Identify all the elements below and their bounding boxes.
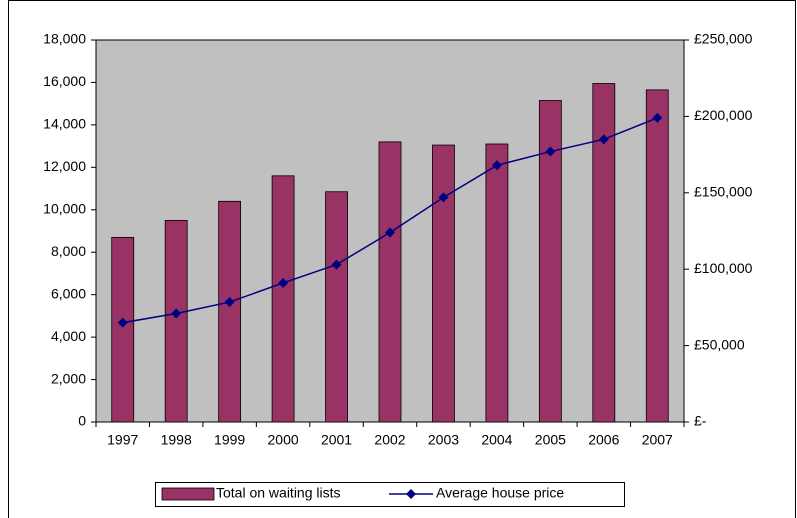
bar (325, 191, 348, 423)
bar (218, 200, 242, 423)
y-tick-label: 12,000 (43, 158, 86, 174)
bar (164, 219, 188, 423)
y-tick-label: 18,000 (43, 31, 86, 47)
marker (278, 277, 289, 288)
x-tick-label: 2005 (535, 432, 566, 448)
marker (545, 146, 556, 157)
x-tick-label: 1998 (161, 432, 192, 448)
legend-marker (406, 489, 416, 499)
legend-label: Total on waiting lists (216, 485, 341, 501)
y-tick-label: 2,000 (51, 370, 86, 386)
y2-tick-label: £150,000 (694, 184, 753, 200)
legend-label: Average house price (436, 485, 564, 501)
y-tick-label: 6,000 (51, 285, 86, 301)
y-tick-label: 14,000 (43, 116, 86, 132)
marker (598, 134, 609, 145)
marker (652, 112, 663, 123)
marker (438, 192, 449, 203)
marker (117, 317, 128, 328)
x-tick-label: 2002 (374, 432, 405, 448)
y-tick-label: 16,000 (43, 73, 86, 89)
y2-tick-label: £250,000 (694, 31, 753, 47)
y-tick-label: 8,000 (51, 243, 86, 259)
x-tick-label: 1997 (107, 432, 138, 448)
y2-tick-label: £- (694, 413, 707, 429)
marker (331, 259, 342, 270)
bar (592, 83, 616, 423)
x-tick-label: 2000 (268, 432, 299, 448)
marker (171, 308, 182, 319)
y2-tick-label: £100,000 (694, 260, 753, 276)
y-tick-label: 10,000 (43, 200, 86, 216)
bar (432, 144, 455, 423)
x-tick-label: 2004 (481, 432, 512, 448)
bar (378, 141, 402, 423)
bar (485, 143, 509, 423)
bar (111, 236, 135, 423)
y2-tick-label: £50,000 (694, 336, 745, 352)
x-tick-label: 2006 (588, 432, 619, 448)
y-tick-label: 0 (78, 413, 86, 429)
y-tick-label: 4,000 (51, 328, 86, 344)
x-tick-label: 1999 (214, 432, 245, 448)
bar (271, 175, 295, 423)
marker (491, 160, 502, 171)
y2-tick-label: £200,000 (694, 107, 753, 123)
marker (385, 227, 395, 238)
x-tick-label: 2003 (428, 432, 459, 448)
marker (224, 297, 235, 308)
bar (645, 89, 669, 423)
x-tick-label: 2001 (321, 432, 352, 448)
bar (538, 100, 562, 423)
legend-swatch (161, 487, 215, 501)
x-tick-label: 2007 (642, 432, 673, 448)
